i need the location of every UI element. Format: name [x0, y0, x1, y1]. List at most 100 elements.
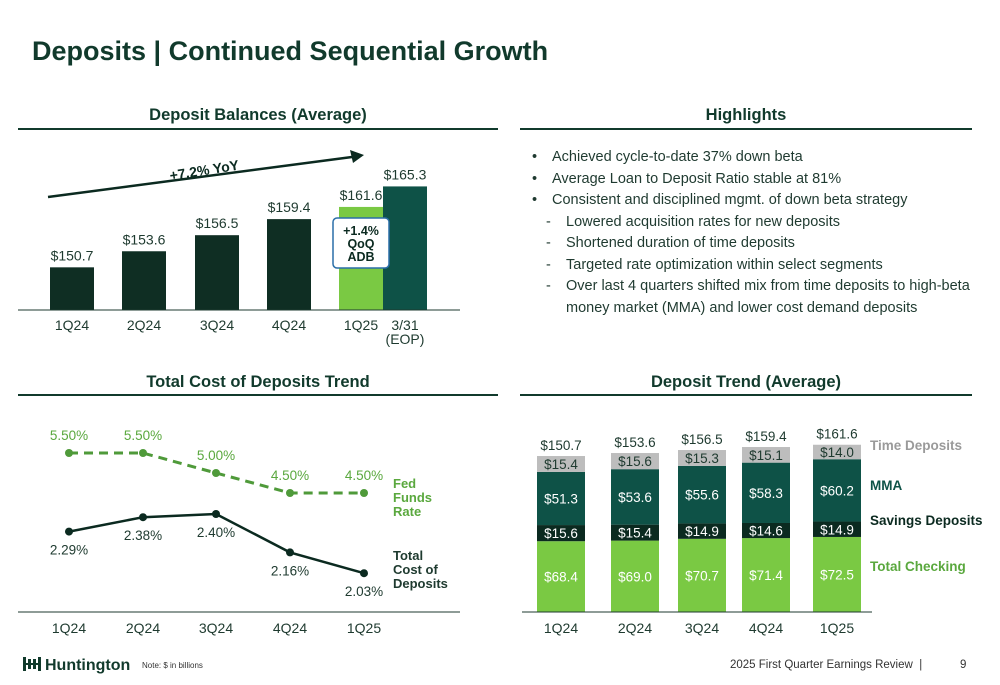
stack-segment: [611, 453, 659, 470]
bar-value-label: $153.6: [123, 231, 166, 247]
segment-label: $53.6: [618, 490, 652, 505]
category-label: 1Q25: [820, 620, 854, 636]
series-legend: Total Checking: [870, 559, 966, 574]
stack-segment: [678, 523, 726, 539]
fed-funds-label: 5.50%: [124, 428, 162, 443]
fed-funds-legend: Fed: [393, 476, 416, 491]
category-label: 1Q25: [344, 317, 378, 333]
stack-segment: [678, 450, 726, 466]
segment-label: $15.3: [685, 451, 719, 466]
yoy-arrow-head: [350, 150, 364, 163]
highlight-text: Achieved cycle-to-date 37% down beta: [552, 149, 803, 165]
segment-label: $69.0: [618, 569, 652, 584]
fed-funds-point: [139, 449, 147, 457]
fed-funds-point: [286, 489, 294, 497]
stack-segment: [611, 524, 659, 541]
logo-wordmark: Huntington: [45, 657, 131, 674]
bar: [267, 219, 311, 310]
stack-segment: [537, 525, 585, 542]
cost-point: [65, 527, 73, 536]
bar-value-label: $156.5: [196, 215, 239, 231]
bullet-marker: -: [546, 278, 551, 294]
footer-note: Note: $ in billions: [142, 661, 203, 670]
highlight-item: - Shortened duration of time deposits: [532, 233, 982, 255]
segment-label: $58.3: [749, 486, 783, 501]
cost-legend: Cost of: [393, 562, 438, 577]
stack-segment: [537, 471, 585, 526]
deposit-trend-chart: $68.4 $15.6 $51.3 $15.4 $150.7 1Q24 $69.0 $15.4…: [522, 427, 983, 636]
cost-point: [139, 513, 147, 522]
cost-of-deposits-line: [68, 512, 365, 575]
stack-segment: [813, 521, 861, 537]
segment-label: $60.2: [820, 483, 854, 498]
highlight-text: Consistent and disciplined mgmt. of down…: [552, 192, 908, 208]
segment-label: $72.5: [820, 567, 854, 582]
section-rule: [18, 394, 498, 396]
category-label: 4Q24: [272, 317, 306, 333]
stack-segment: [742, 522, 790, 539]
cost-point: [212, 510, 220, 518]
qoq-callout-text: +1.4%: [343, 224, 379, 238]
segment-label: $14.0: [820, 445, 854, 460]
fed-funds-point: [65, 449, 73, 457]
bar-value-label: $165.3: [384, 166, 427, 182]
page-title: Deposits | Continued Sequential Growth: [32, 36, 549, 66]
section-title-balances: Deposit Balances (Average): [149, 106, 367, 124]
fed-funds-point: [360, 489, 368, 497]
total-label: $161.6: [816, 427, 857, 442]
stack-segment: [537, 456, 585, 472]
highlight-item: • Average Loan to Deposit Ratio stable at…: [532, 169, 982, 191]
highlight-text: Over last 4 quarters shifted mix from ti…: [566, 278, 970, 316]
highlights-list: • Achieved cycle-to-date 37% down beta • Av…: [532, 147, 982, 319]
cost-of-deposits-chart: 5.50% 5.50% 5.00% 4.50% 4.50% 2.29% 2.38% 2.40%…: [18, 428, 460, 636]
qoq-callout-text: ADB: [347, 250, 374, 264]
category-label: 2Q24: [127, 317, 161, 333]
section-title-deposit-trend: Deposit Trend (Average): [650, 373, 842, 391]
stack-segment: [537, 541, 585, 612]
total-label: $156.5: [681, 432, 722, 447]
bullet-marker: •: [532, 192, 538, 208]
stack-segment: [813, 444, 861, 460]
highlight-text: Lowered acquisition rates for new deposi…: [566, 213, 841, 230]
section-rule: [520, 128, 972, 130]
fed-funds-label: 5.50%: [50, 428, 88, 443]
bullet-marker: •: [532, 170, 538, 187]
highlight-text: Shortened duration of time deposits: [566, 235, 795, 251]
qoq-callout-box: [332, 217, 390, 269]
qoq-callout-text: QoQ: [347, 237, 374, 251]
section-rule: [520, 394, 972, 396]
segment-label: $15.1: [749, 448, 783, 463]
bar: [383, 186, 427, 310]
segment-label: $15.6: [544, 526, 578, 541]
category-label: 1Q24: [544, 620, 578, 636]
yoy-annotation: +7.2% YoY: [168, 157, 240, 184]
bar-value-label: $159.4: [268, 199, 311, 215]
segment-label: $14.9: [685, 524, 719, 539]
stack-segment: [611, 469, 659, 525]
bar: [195, 235, 239, 310]
category-label: 2Q24: [618, 620, 652, 636]
fed-funds-line: [69, 451, 364, 495]
segment-label: $71.4: [749, 568, 783, 583]
cost-label: 2.38%: [124, 528, 162, 543]
segment-label: $15.4: [544, 457, 578, 472]
cost-point: [286, 548, 294, 557]
stack-segment: [742, 462, 790, 523]
category-label: 2Q24: [126, 620, 160, 636]
total-label: $159.4: [745, 429, 787, 444]
segment-label: $14.6: [749, 524, 783, 539]
highlight-text: Targeted rate optimization within select…: [566, 256, 883, 273]
cost-label: 2.03%: [345, 584, 383, 599]
fed-funds-point: [212, 469, 220, 477]
stack-segment: [813, 536, 861, 612]
bullet-marker: -: [546, 235, 551, 251]
fed-funds-label: 5.00%: [197, 448, 235, 463]
category-label: 3/31: [391, 317, 418, 333]
category-label: 3Q24: [199, 620, 233, 636]
bullet-marker: -: [546, 256, 551, 273]
stack-segment: [678, 465, 726, 524]
cost-point: [360, 569, 368, 578]
total-label: $153.6: [614, 435, 655, 450]
bullet-marker: •: [532, 149, 538, 165]
cost-label: 2.40%: [197, 525, 235, 540]
